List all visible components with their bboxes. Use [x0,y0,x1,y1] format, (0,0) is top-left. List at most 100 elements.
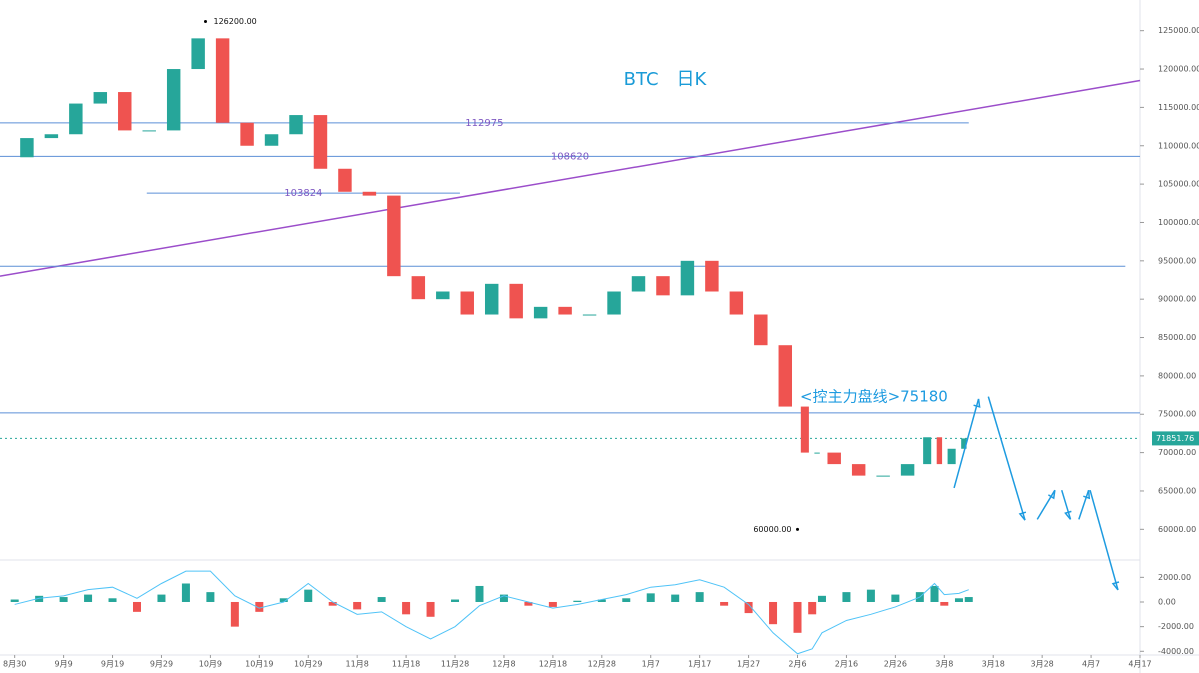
candle [142,130,156,132]
x-tick-label: 11月8 [346,660,369,669]
macd-bar [255,601,264,612]
candle [509,283,523,319]
y-tick-label: 125000.00 [1158,26,1199,35]
x-tick-label: 11月18 [392,660,420,669]
level-label: 112975 [465,118,503,129]
candle [936,437,943,465]
candle [166,69,181,131]
projection-arrow [953,398,980,489]
candle [264,134,279,146]
candle [800,406,809,453]
x-tick-label: 1月27 [737,660,760,669]
candle [631,276,646,292]
macd-bar [793,601,802,633]
macd-bar [304,589,313,602]
macd-bar [817,595,826,602]
macd-bar [695,592,704,602]
y-tick-label: 120000.00 [1158,65,1199,74]
macd-tick-label: -4000.00 [1158,647,1194,656]
y-tick-label: 115000.00 [1158,103,1199,112]
macd-tick-label: 0.00 [1158,597,1176,606]
macd-bar [842,592,851,602]
x-tick-label: 2月6 [788,660,806,669]
candle [93,92,108,104]
last-price-box [1152,431,1199,446]
macd-bar [808,601,817,615]
x-tick-label: 1月17 [688,660,711,669]
macd-bar [377,597,386,602]
macd-bar [181,583,190,602]
y-tick-label: 80000.00 [1158,371,1196,380]
macd-bar [402,601,411,615]
macd-bar [475,585,484,602]
candle [607,291,621,315]
macd-bar [157,594,166,602]
projection-arrow [987,396,1026,521]
candle [827,452,841,465]
x-tick-label: 2月26 [884,660,907,669]
macd-tick-label: -2000.00 [1158,622,1194,631]
x-tick-label: 12月18 [539,660,567,669]
candle [876,475,890,477]
macd-tick-label: 2000.00 [1158,573,1191,582]
candle [44,134,59,139]
macd-bar [524,601,533,606]
arrow-head [1083,490,1091,500]
x-tick-label: 9月19 [101,660,124,669]
macd-bar [964,597,973,602]
macd-bar [328,601,337,606]
candle [362,191,377,196]
candle [118,92,132,131]
macd-bar [132,601,141,612]
candle [313,115,328,169]
x-tick-label: 3月18 [982,660,1005,669]
x-tick-label: 9月9 [55,660,73,669]
projection-arrow [1036,489,1056,520]
macd-bar [353,601,362,610]
high-label: 126200.00 [213,17,256,26]
macd-bar [426,601,435,617]
candle [729,291,744,315]
y-tick-label: 110000.00 [1158,141,1199,150]
candle [215,38,230,123]
candle [947,448,956,465]
candle [680,260,695,296]
candle [289,115,303,135]
x-tick-label: 3月8 [935,660,953,669]
arrow-head [1018,511,1027,521]
x-tick-label: 10月19 [245,660,273,669]
candle [900,464,915,476]
macd-bar [10,599,19,602]
macd-bar [108,598,117,602]
x-tick-label: 10月29 [294,660,322,669]
projection-arrow [1078,489,1090,520]
macd-bar [451,599,460,602]
candle [411,276,426,300]
macd-bar [230,601,239,627]
macd-bar [940,601,949,606]
level-label: 108620 [551,151,589,162]
macd-bar [930,585,939,602]
macd-bar [622,598,631,602]
y-tick-label: 85000.00 [1158,333,1196,342]
macd-bar [769,601,778,625]
macd-bar [866,589,875,602]
candle [533,306,548,319]
macd-bar [548,601,557,607]
macd-bar [597,599,606,602]
macd-bar [84,594,93,602]
macd-bar [59,597,68,602]
candle [338,168,352,192]
candle [436,291,450,300]
x-tick-label: 3月28 [1031,660,1054,669]
candle [460,291,474,315]
low-label: 60000.00 [753,525,791,534]
arrow-head [973,398,981,408]
y-tick-label: 100000.00 [1158,218,1199,227]
last-price-label: 71851.76 [1156,434,1194,443]
macd-bar [954,598,963,602]
x-tick-label: 10月9 [199,660,222,669]
macd-bar [744,601,753,614]
x-tick-label: 9月29 [150,660,173,669]
